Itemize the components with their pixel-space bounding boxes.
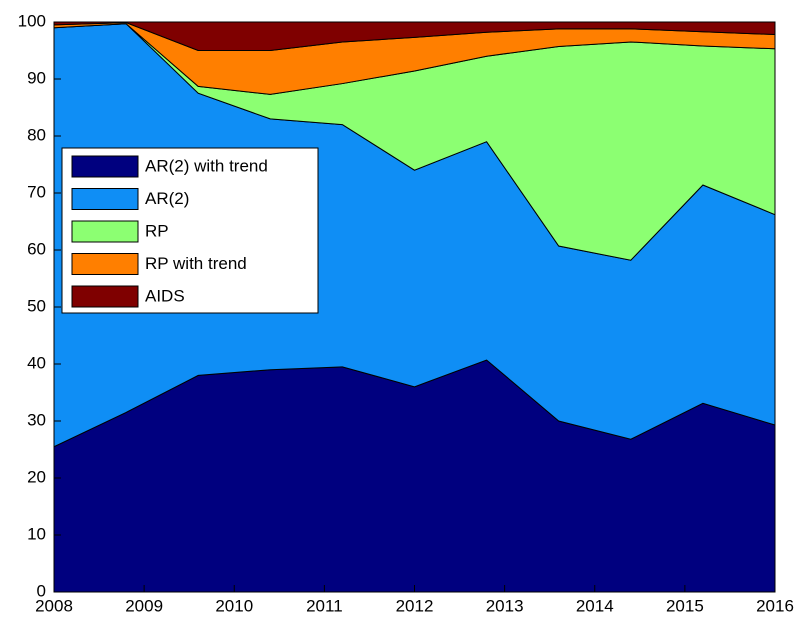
x-tick-label: 2016 bbox=[756, 596, 794, 615]
area bbox=[53, 21, 776, 51]
x-tick-label: 2015 bbox=[666, 596, 704, 615]
legend-label: RP with trend bbox=[145, 254, 247, 273]
legend-swatch bbox=[71, 188, 139, 210]
y-tick-label: 90 bbox=[27, 68, 46, 87]
legend: AR(2) with trend AR(2) RP RP with trend AIDS bbox=[61, 147, 319, 314]
y-tick-label: 30 bbox=[27, 410, 46, 429]
y-tick-label: 70 bbox=[27, 182, 46, 201]
y-tick-label: 100 bbox=[18, 11, 46, 30]
legend-swatch bbox=[71, 253, 139, 275]
y-tick-label: 0 bbox=[37, 581, 46, 600]
legend-label: AR(2) with trend bbox=[145, 156, 268, 175]
y-tick-label: 80 bbox=[27, 125, 46, 144]
x-tick-label: 2010 bbox=[215, 596, 253, 615]
x-tick-label: 2014 bbox=[576, 596, 614, 615]
y-tick-label: 10 bbox=[27, 524, 46, 543]
x-tick-label: 2012 bbox=[396, 596, 434, 615]
x-tick-label: 2011 bbox=[306, 596, 343, 615]
y-tick-label: 60 bbox=[27, 239, 46, 258]
x-tick-label: 2009 bbox=[125, 596, 163, 615]
y-tick-label: 40 bbox=[27, 353, 46, 372]
legend-label: AIDS bbox=[145, 286, 185, 305]
legend-label: AR(2) bbox=[145, 189, 189, 208]
y-tick-label: 20 bbox=[27, 467, 46, 486]
legend-swatch bbox=[71, 220, 139, 243]
y-tick-label: 50 bbox=[27, 296, 46, 315]
legend-swatch bbox=[71, 285, 139, 308]
x-tick-label: 2013 bbox=[486, 596, 524, 615]
legend-swatch bbox=[71, 155, 139, 178]
x-tick-label: 2008 bbox=[35, 596, 73, 615]
legend-label: RP bbox=[145, 221, 169, 240]
